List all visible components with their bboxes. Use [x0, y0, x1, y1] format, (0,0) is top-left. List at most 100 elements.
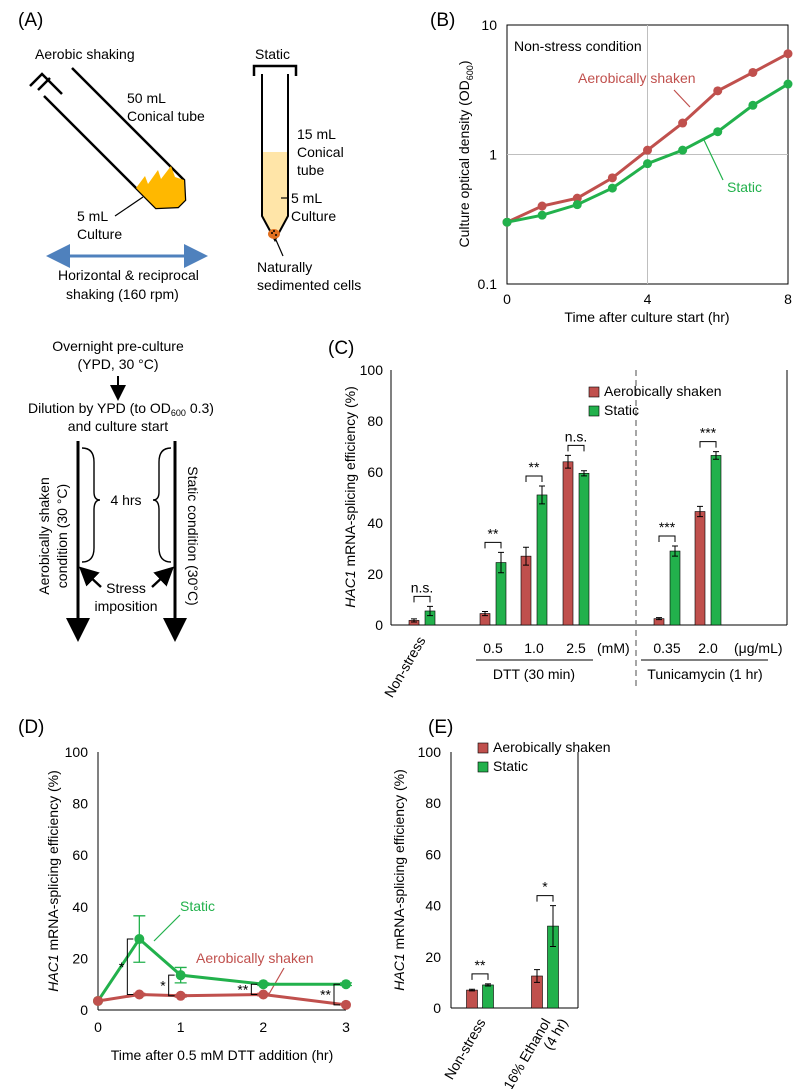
panel-d-static-label: Static [180, 898, 215, 914]
tube50-label-1: 50 mL [127, 90, 166, 106]
shaking-label-2: shaking (160 rpm) [66, 286, 179, 302]
dilution-label-2: and culture start [68, 418, 168, 434]
panel-b-xlabel: Time after culture start (hr) [564, 309, 729, 325]
panel-e-label: (E) [428, 717, 453, 738]
panel-c-errorbar-shaken [565, 454, 571, 469]
culture-left-label-2: Culture [77, 226, 122, 242]
tube-50ml-icon [29, 67, 187, 210]
panel-d-sig-bracket [250, 983, 258, 996]
panel-b-ylabel: Culture optical density (OD600) [456, 61, 475, 248]
panel-c-ytick-label: 100 [360, 362, 384, 378]
panel-b-xtick-label: 0 [503, 291, 511, 307]
panel-c-sig-bracket [484, 541, 502, 549]
panel-b: (B) Non-stress condition Culture optical… [430, 10, 793, 325]
panel-b-shaken-label: Aerobically shaken [578, 70, 696, 86]
panel-c-legend-shaken: Aerobically shaken [604, 383, 722, 399]
panel-c-sig-bracket [525, 475, 543, 483]
panel-b-xtick-label: 8 [784, 291, 792, 307]
static-title: Static [255, 46, 290, 62]
panel-d-sig-label: * [160, 977, 166, 993]
panel-b-static-point [713, 127, 723, 137]
panel-d-shaken-point [258, 989, 269, 1000]
panel-c-errorbar-static [713, 451, 719, 460]
panel-d-static-line [96, 936, 346, 1002]
panel-e-ytick-label: 20 [425, 949, 441, 965]
panel-d-static-point [175, 970, 186, 981]
panel-c: (C) HAC1 mRNA-splicing efficiency (%) Ae… [328, 338, 788, 701]
panel-d-sig-bracket [126, 938, 134, 996]
panel-a: (A) Aerobic shaking 50 mL Conical tube 5… [18, 10, 361, 642]
panel-d-ytick-label: 0 [80, 1002, 88, 1018]
right-condition-label: Static condition (30°C) [185, 466, 201, 605]
left-condition-label-2: condition (30 °C) [54, 484, 70, 588]
panel-c-category-label: Non-stress [381, 634, 429, 701]
panel-e-legend-shaken-swatch [477, 742, 489, 754]
panel-b-static-label: Static [727, 179, 762, 195]
panel-e-category-label: 16% Ethanol [500, 1016, 554, 1089]
panel-b-static-point [678, 145, 688, 155]
panel-d-xtick-label: 0 [94, 1019, 102, 1035]
panel-b-shaken-point [643, 145, 652, 155]
culture-liquid-15ml [262, 152, 288, 216]
panel-c-bar-static [578, 472, 590, 626]
panel-e-ytick-label: 80 [425, 795, 441, 811]
panel-c-errorbar-static [581, 470, 587, 477]
panel-c-errorbar-static [427, 605, 433, 617]
panel-b-static-point [537, 210, 547, 220]
panel-c-category-label: 0.5 [483, 640, 503, 656]
panel-c-errorbar-shaken [523, 546, 529, 566]
panel-d-shaken-point [341, 999, 351, 1010]
panel-c-sig-bracket [413, 595, 431, 603]
panel-e-sig-bracket [471, 973, 489, 980]
shaking-label-1: Horizontal & reciprocal [58, 267, 199, 283]
panel-b-ytick-label: 1 [489, 147, 497, 163]
panel-b-static-point [572, 200, 582, 210]
culture-liquid-50ml [136, 166, 185, 208]
panel-e-sig-label: * [542, 879, 548, 895]
panel-e-legend-static-swatch [477, 761, 489, 773]
left-condition-label-1: Aerobically shaken [36, 477, 52, 595]
panel-c-bar-static [710, 455, 722, 626]
panel-d-shaken-point [93, 995, 103, 1006]
panel-b-shaken-point [537, 201, 547, 211]
panel-c-sig-bracket [567, 444, 585, 452]
panel-c-label: (C) [328, 338, 354, 359]
panel-b-shaken-point [783, 49, 793, 59]
panel-b-static-leader [703, 139, 724, 181]
panel-c-errorbar-shaken [411, 618, 417, 623]
panel-b-ytick-label: 0.1 [478, 276, 498, 292]
panel-c-unit-ugml: (μg/mL) [734, 640, 783, 656]
panel-b-static-point [643, 159, 652, 169]
panel-d-shaken-point [134, 989, 145, 1000]
panel-c-errorbar-static [539, 485, 545, 505]
panel-e-bar-static [482, 984, 494, 1009]
panel-b-shaken-point [713, 86, 723, 96]
panel-c-category-label: 2.5 [566, 640, 586, 656]
panel-c-category-label: 1.0 [524, 640, 544, 656]
panel-e-bar-shaken [466, 989, 478, 1009]
tube15-label-1: 15 mL [297, 126, 336, 142]
panel-e-errorbar-shaken [534, 969, 540, 983]
panel-d-shaken-point [175, 990, 186, 1001]
sedimented-cells-pellet [268, 229, 280, 239]
panel-c-ytick-label: 60 [367, 464, 383, 480]
panel-e-ytick-label: 100 [418, 744, 442, 760]
panel-d-ytick-label: 40 [72, 899, 88, 915]
panel-b-ytick-label: 10 [481, 17, 497, 33]
tube15-label-2: Conical [297, 144, 344, 160]
panel-e-sig-label: ** [475, 957, 486, 973]
panel-d-static-point [258, 979, 269, 990]
panel-d-static-point [341, 979, 351, 990]
sediment-label-1: Naturally [257, 259, 312, 275]
panel-c-ytick-label: 0 [375, 617, 383, 633]
panel-c-ytick-label: 20 [367, 566, 383, 582]
panel-d-ytick-label: 80 [72, 796, 88, 812]
stress-arrow-right-icon [151, 566, 175, 588]
panel-c-sig-label: n.s. [411, 579, 434, 595]
panel-c-sig-label: ** [488, 525, 499, 541]
panel-c-category-label: 0.35 [653, 640, 680, 656]
stress-label-1: Stress [106, 580, 146, 596]
aerobic-shaking-title: Aerobic shaking [35, 46, 135, 62]
preculture-label-2: (YPD, 30 °C) [77, 356, 158, 372]
